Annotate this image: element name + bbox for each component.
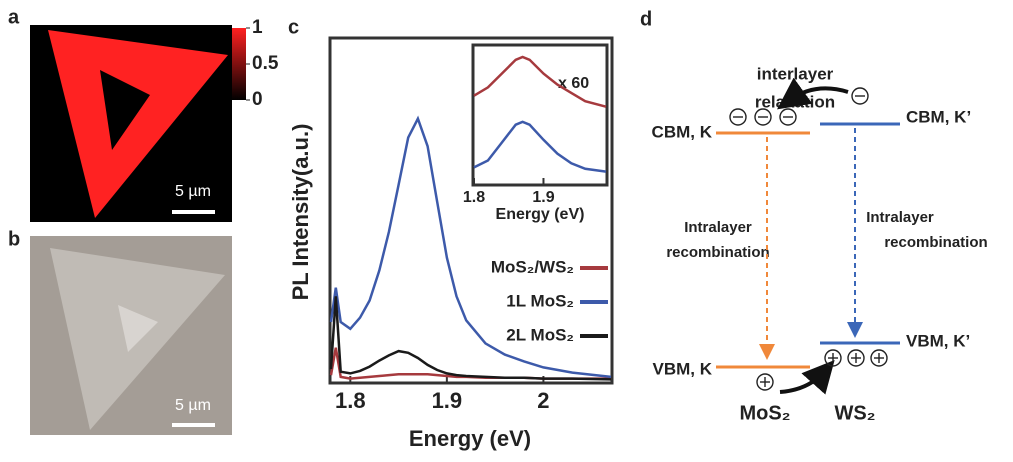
- plot-frame: [328, 36, 614, 385]
- recombination-label: recombination: [884, 234, 987, 251]
- scale-bar-label: 5 µm: [175, 397, 211, 414]
- colorbar-tick-label: 1: [252, 17, 263, 38]
- pl-map-flake: [48, 30, 228, 218]
- scale-bar-label: 5 µm: [175, 183, 211, 200]
- colorbar: [232, 28, 246, 100]
- level-label: VBM, K’: [906, 331, 970, 350]
- series-line: [329, 115, 612, 379]
- x-tick-label: 1.9: [432, 388, 463, 413]
- material-label: MoS₂: [739, 402, 790, 424]
- legend-label: 2L MoS₂: [506, 325, 574, 344]
- band-diagram: d interlayer relaxation CBM, K CBM, K’ V…: [640, 8, 988, 424]
- optical-bilayer: [118, 305, 158, 352]
- series-line: [329, 296, 612, 381]
- relaxation-label: interlayer: [757, 64, 834, 83]
- panel-label: a: [8, 6, 20, 28]
- series-line: [473, 55, 607, 108]
- x-tick-label: 1.9: [532, 189, 554, 206]
- panel-label: c: [288, 16, 299, 38]
- y-axis-label: PL Intensity(a.u.): [288, 124, 313, 301]
- legend-label: MoS₂/WS₂: [491, 257, 574, 276]
- recombination-label: recombination: [666, 244, 769, 261]
- panel-label: d: [640, 8, 652, 30]
- panel-label: b: [8, 228, 20, 250]
- colorbar-tick-label: 0.5: [252, 53, 279, 74]
- carriers: [729, 87, 888, 391]
- colorbar-tick-label: 0: [252, 89, 263, 110]
- recombination-label: Intralayer: [866, 209, 934, 226]
- x-tick-label: 2: [537, 388, 549, 413]
- series-line: [473, 120, 607, 173]
- recombination-label: Intralayer: [684, 219, 752, 236]
- inset-annotation: x 60: [558, 75, 589, 92]
- inset-x-axis-label: Energy (eV): [496, 206, 585, 223]
- legend-label: 1L MoS₂: [506, 291, 574, 310]
- inset-frame: [471, 43, 609, 187]
- x-tick-label: 1.8: [335, 388, 366, 413]
- x-axis-label: Energy (eV): [409, 426, 531, 451]
- level-label: VBM, K: [653, 359, 713, 378]
- x-tick-label: 1.8: [463, 189, 485, 206]
- level-label: CBM, K: [652, 122, 713, 141]
- transfer-arrow: [779, 360, 835, 395]
- level-label: CBM, K’: [906, 107, 971, 126]
- material-label: WS₂: [834, 402, 875, 424]
- relaxation-arrow: [777, 77, 849, 110]
